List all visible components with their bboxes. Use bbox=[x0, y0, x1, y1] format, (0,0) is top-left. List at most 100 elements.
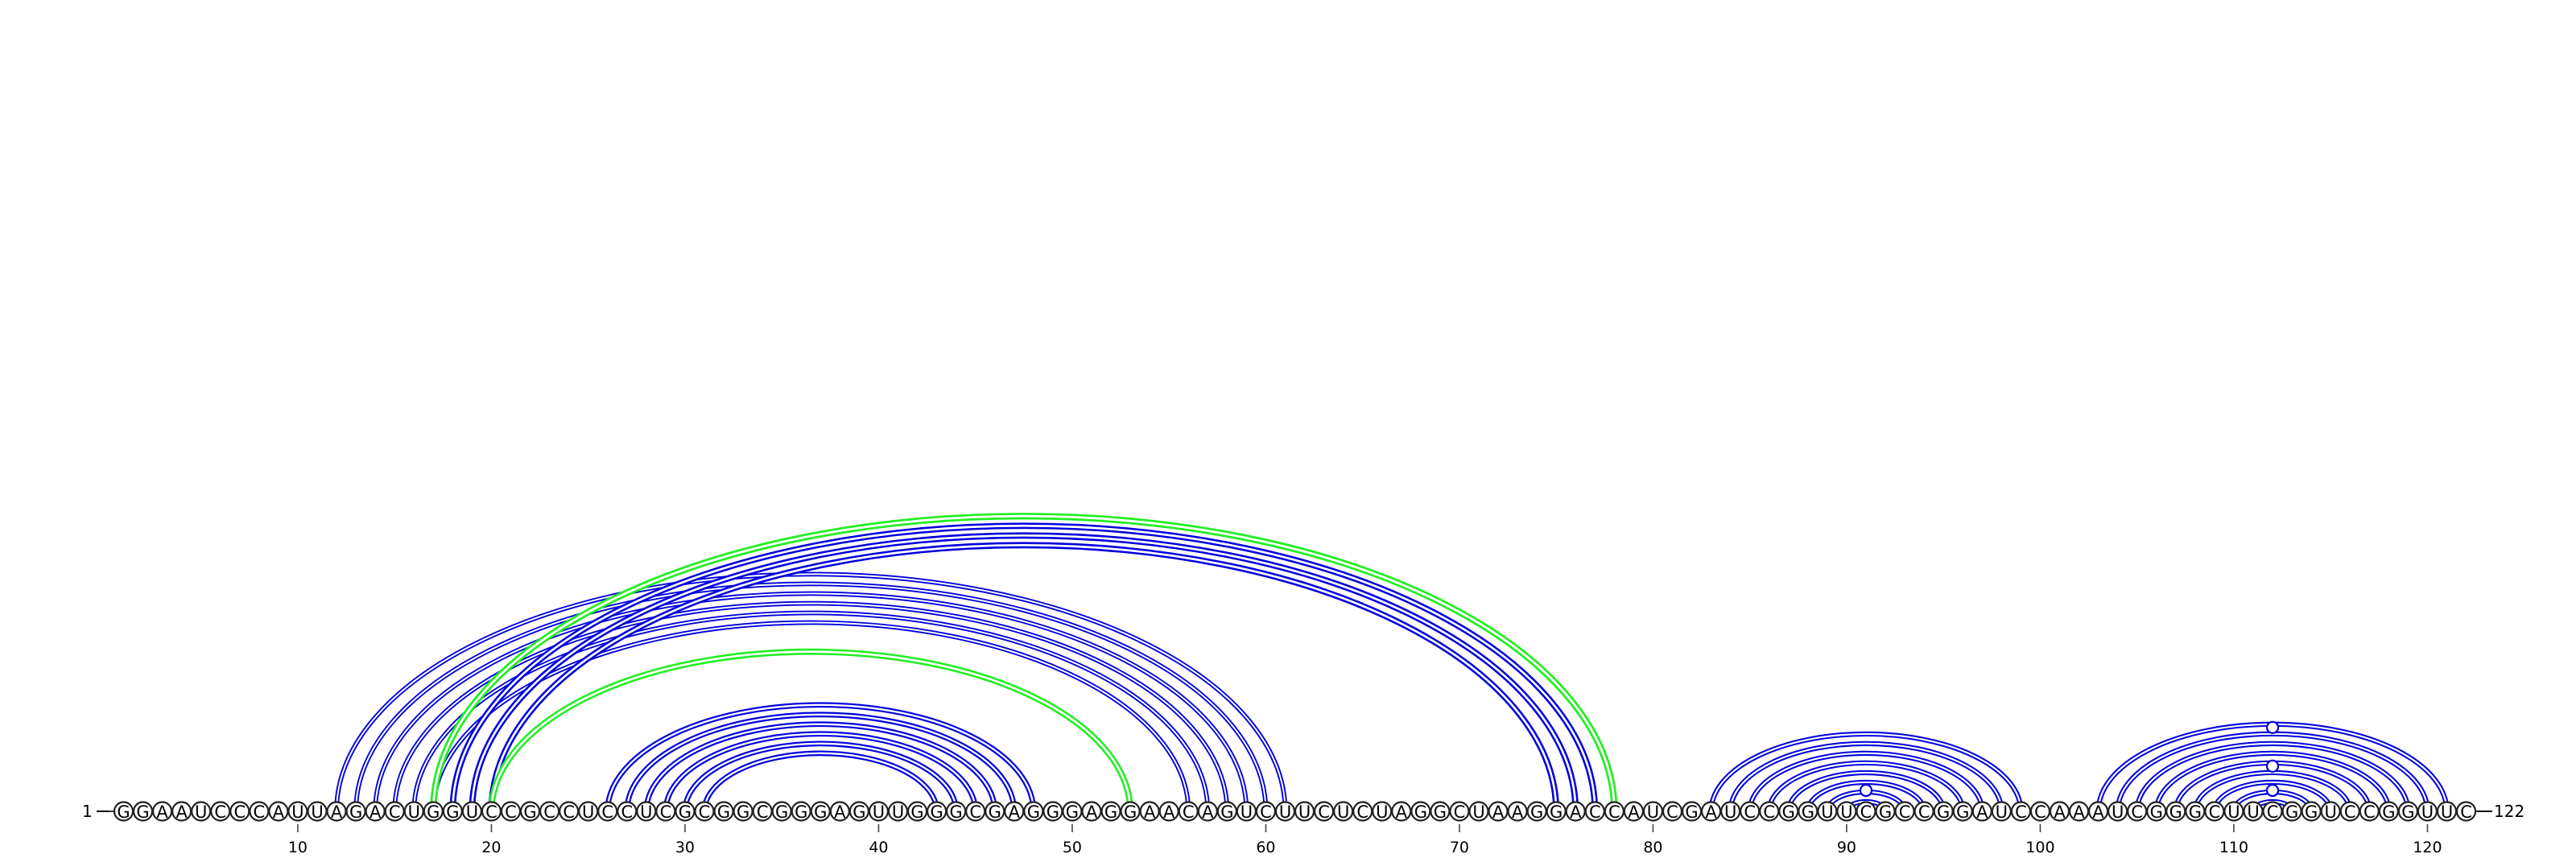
tick-label: 120 bbox=[2413, 839, 2442, 856]
nucleotide-letter: G bbox=[1956, 802, 1969, 822]
nucleotide-letter: G bbox=[1937, 802, 1950, 822]
nucleotide-letter: G bbox=[2150, 802, 2163, 822]
tick-label: 40 bbox=[869, 839, 888, 856]
nucleotide: A bbox=[1158, 801, 1179, 822]
nucleotide-letter: G bbox=[2382, 802, 2395, 822]
arc-pair-core-18-77 bbox=[452, 524, 1596, 812]
nucleotide: G bbox=[423, 801, 444, 822]
nucleotide: A bbox=[1507, 801, 1528, 822]
nucleotide: A bbox=[1197, 801, 1218, 822]
nucleotide-letter: C bbox=[1744, 802, 1756, 822]
nucleotide: C bbox=[481, 801, 502, 822]
nucleotide-letter: C bbox=[1589, 802, 1601, 822]
nucleotide: G bbox=[1042, 801, 1063, 822]
nucleotide-letter: C bbox=[1666, 802, 1678, 822]
nucleotide-letter: C bbox=[1318, 802, 1330, 822]
tick-label: 110 bbox=[2219, 839, 2248, 856]
arc-pair-19-76 bbox=[469, 532, 1579, 812]
nucleotide: C bbox=[1352, 801, 1373, 822]
nucleotide: G bbox=[519, 801, 541, 822]
nucleotide: G bbox=[1526, 801, 1547, 822]
nucleotide-letter: G bbox=[950, 802, 963, 822]
nucleotide-letter: G bbox=[679, 802, 691, 822]
nucleotide-letter: C bbox=[969, 802, 981, 822]
nucleotide-letter: C bbox=[389, 802, 401, 822]
arc-pair-core-26-48 bbox=[606, 703, 1035, 812]
nucleotide: A bbox=[326, 801, 347, 822]
nucleotide: G bbox=[1430, 801, 1451, 822]
nucleotide-letter: G bbox=[852, 802, 865, 822]
nucleotide: G bbox=[1216, 801, 1237, 822]
arc-pair-core-85-97 bbox=[1748, 752, 1984, 812]
nucleotide: G bbox=[1546, 801, 1567, 822]
nucleotide: U bbox=[287, 801, 308, 822]
nucleotide-letter: G bbox=[1027, 802, 1040, 822]
nucleotide-letter: A bbox=[175, 802, 188, 822]
nucleotide: C bbox=[694, 801, 715, 822]
nucleotide-letter: C bbox=[254, 802, 266, 822]
nucleotide-letter: U bbox=[582, 802, 594, 822]
nucleotide: G bbox=[1798, 801, 1818, 822]
nucleotide-letter: U bbox=[2421, 802, 2434, 822]
nucleotide-letter: U bbox=[2247, 802, 2259, 822]
arc-pair-13-60 bbox=[353, 581, 1269, 812]
nucleotide: U bbox=[2417, 801, 2438, 822]
nucleotide-letter: C bbox=[757, 802, 769, 822]
nucleotide: C bbox=[1662, 801, 1683, 822]
nucleotide-letter: G bbox=[2285, 802, 2298, 822]
nucleotide: U bbox=[1642, 801, 1664, 822]
nucleotide: G bbox=[1952, 801, 1973, 822]
nucleotide-letter: G bbox=[2305, 802, 2318, 822]
nucleotide: A bbox=[1081, 801, 1102, 822]
nucleotide-letter: G bbox=[1414, 802, 1427, 822]
nucleotide-letter: G bbox=[117, 802, 130, 822]
arc-pair-core-12-61 bbox=[336, 573, 1286, 812]
nucleotide-letter: A bbox=[331, 802, 343, 822]
arc-pair-core-106-118 bbox=[2155, 752, 2390, 812]
nucleotide-letter: C bbox=[2015, 802, 2027, 822]
nucleotide: U bbox=[2107, 801, 2128, 822]
nucleotide: U bbox=[2243, 801, 2264, 822]
nucleotide: U bbox=[191, 801, 212, 822]
nucleotide: G bbox=[733, 801, 753, 822]
nucleotide: C bbox=[249, 801, 270, 822]
arc-pair-core-20-75 bbox=[490, 544, 1558, 812]
arc-pair-core-28-46 bbox=[645, 723, 996, 812]
nucleotide-letter: G bbox=[1220, 802, 1233, 822]
nucleotide: C bbox=[1255, 801, 1277, 822]
tick-label: 30 bbox=[675, 839, 695, 856]
nucleotide: U bbox=[403, 801, 424, 822]
nucleotide-letter: A bbox=[1628, 802, 1640, 822]
nucleotide-letter: G bbox=[136, 802, 149, 822]
nucleotide: G bbox=[442, 801, 463, 822]
ticks-layer: 10 20 30 40 50 60 70 80 90 100 110 120 bbox=[288, 824, 2442, 856]
arc-pair-core-87-95 bbox=[1787, 771, 1945, 812]
nucleotide: U bbox=[2436, 801, 2458, 822]
nucleotide: G bbox=[132, 801, 154, 822]
nucleotide: G bbox=[2301, 801, 2322, 822]
nucleotide: G bbox=[1100, 801, 1121, 822]
nucleotide-letter: A bbox=[1144, 802, 1156, 822]
arc-pair-core-84-98 bbox=[1729, 742, 2003, 812]
nucleotide-letter: C bbox=[1356, 802, 1368, 822]
tick-label: 80 bbox=[1643, 839, 1662, 856]
nucleotide: G bbox=[985, 801, 1005, 822]
nucleotide: C bbox=[1178, 801, 1199, 822]
nucleotide: G bbox=[946, 801, 967, 822]
nucleotide-letter: U bbox=[640, 802, 652, 822]
nucleotide-letter: C bbox=[2267, 802, 2279, 822]
nucleotide: C bbox=[2339, 801, 2360, 822]
nucleotide-letter: G bbox=[523, 802, 536, 822]
nucleotide-letter: G bbox=[795, 802, 807, 822]
nucleotide: G bbox=[713, 801, 734, 822]
nucleotide-letter: C bbox=[563, 802, 575, 822]
arc-pair-core-88-94 bbox=[1806, 781, 1926, 812]
nucleotide-letter: C bbox=[2460, 802, 2472, 822]
nucleotide: U bbox=[307, 801, 328, 822]
nucleotide-letter: G bbox=[1782, 802, 1795, 822]
nucleotide-letter: U bbox=[1647, 802, 1659, 822]
arc-pair-17-78 bbox=[430, 513, 1618, 812]
nucleotide: C bbox=[1449, 801, 1470, 822]
nucleotide-letter: G bbox=[775, 802, 788, 822]
